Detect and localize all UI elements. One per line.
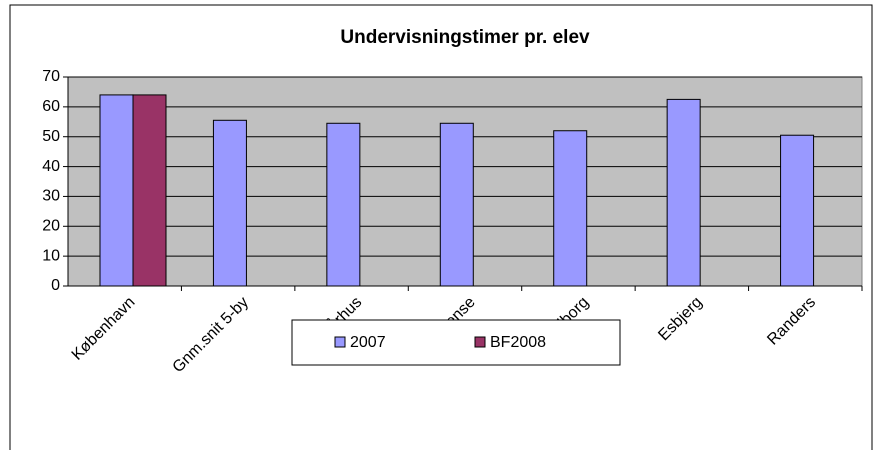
legend-label: 2007 [350,334,386,351]
chart-title: Undervisningstimer pr. elev [340,27,590,48]
legend-label: BF2008 [490,334,546,351]
bar [780,134,815,287]
bar [99,94,134,287]
y-tick-label: 70 [42,68,60,85]
bar [326,122,361,287]
bar [553,130,588,287]
y-tick-label: 0 [51,277,60,294]
legend-swatch [334,336,346,348]
legend-swatch [474,336,486,348]
y-tick-label: 10 [42,247,60,264]
legend-box [291,319,621,366]
y-tick-label: 30 [42,188,60,205]
y-tick-label: 50 [42,128,60,145]
bar [439,122,474,287]
y-tick-label: 60 [42,98,60,115]
bar [132,94,167,287]
y-tick-label: 40 [42,158,60,175]
y-tick-label: 20 [42,218,60,235]
bar [212,119,247,287]
bar [666,98,701,287]
